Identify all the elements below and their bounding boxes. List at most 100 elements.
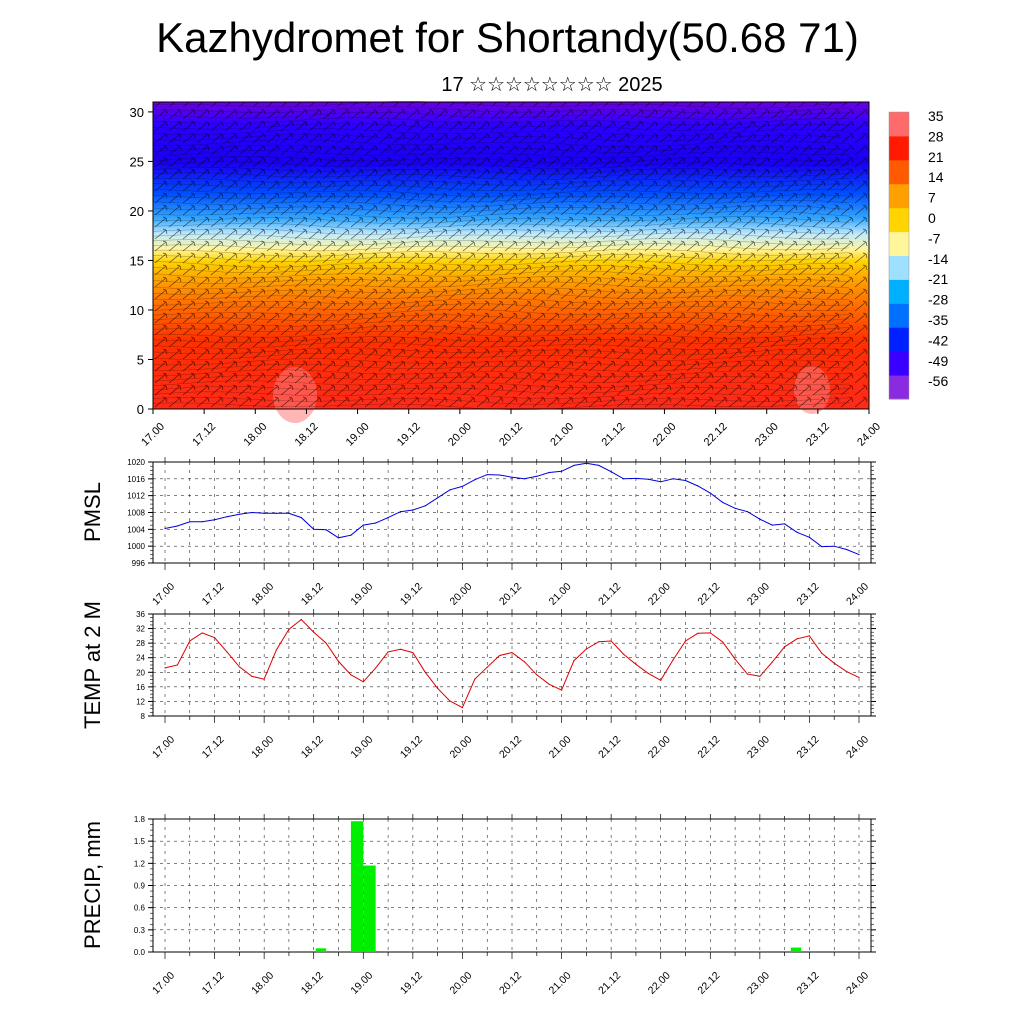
colorbar-cell: [889, 308, 909, 314]
data-point: [176, 525, 178, 527]
x-tick-label: 24.00: [855, 421, 883, 449]
data-point: [474, 479, 476, 481]
x-tick-label: 23.12: [794, 581, 821, 608]
y-tick-label: 15: [130, 253, 144, 268]
data-point: [709, 632, 711, 634]
data-point: [399, 648, 402, 650]
x-tick-label: 20.00: [447, 970, 474, 997]
colorbar-cell: [889, 198, 909, 204]
data-point: [263, 512, 265, 514]
colorbar-cell: [889, 236, 909, 242]
data-point: [523, 478, 525, 480]
x-tick-label: 17.12: [200, 581, 227, 608]
pmsl-panel: 996 1000 1004 1008 1012 1016 1020 PMSL 17.00 17.1…: [80, 457, 876, 608]
y-tick-label: 32: [136, 625, 145, 634]
colorbar-cell: [889, 245, 909, 252]
data-point: [610, 640, 612, 642]
data-point: [499, 474, 501, 476]
data-point: [858, 553, 860, 556]
y-tick-label: 8: [141, 712, 146, 721]
x-tick-label: 23.00: [745, 581, 772, 608]
y-tick-label: 996: [132, 559, 146, 568]
colorbar-cell: [889, 217, 909, 223]
data-point: [437, 497, 439, 499]
data-point: [238, 513, 240, 515]
colorbar-cell: [889, 188, 909, 194]
colorbar-label: -7: [928, 230, 941, 246]
data-point: [201, 632, 203, 634]
precip-panel: 0.0 0.3 0.6 0.9 1.2 1.5 1.8 PRECIP, mm 17.00 17.1…: [80, 814, 876, 997]
data-point: [461, 485, 464, 488]
data-point: [523, 661, 525, 663]
colorbar-cell: [889, 384, 909, 390]
colorbar-cell: [889, 135, 909, 142]
data-point: [362, 524, 364, 526]
x-tick-label: 21.12: [599, 421, 627, 449]
data-point: [684, 640, 687, 642]
data-point: [189, 640, 191, 642]
chart-subtitle: 17 ☆☆☆☆☆☆☆☆ 2025: [441, 74, 663, 96]
data-point: [164, 527, 166, 530]
x-tick-label: 22.00: [646, 581, 673, 608]
colorbar-cell: [889, 231, 909, 237]
colorbar-cell: [889, 174, 909, 180]
colorbar-cell: [889, 121, 909, 127]
data-point: [350, 534, 352, 536]
wind-barbs: [153, 102, 869, 409]
x-tick-label: 21.12: [596, 581, 623, 608]
colorbar-cell: [889, 150, 909, 156]
colorbar-cell: [889, 131, 909, 137]
colorbar-cell: [889, 255, 909, 261]
x-tick-label: 24.00: [844, 581, 871, 608]
precip-bar: [350, 821, 364, 952]
colorbar-cell: [889, 288, 909, 295]
colorbar-cell: [889, 183, 909, 190]
colorbar-cell: [889, 250, 909, 256]
x-tick-label: 23.12: [794, 970, 821, 997]
x-tick-label: 20.00: [447, 581, 474, 608]
x-tick-label: 22.00: [646, 970, 673, 997]
x-tick-label: 21.12: [596, 734, 623, 761]
colorbar-frame: [888, 111, 910, 400]
data-point: [759, 518, 761, 520]
data-point: [833, 545, 835, 547]
x-tick-label: 18.12: [299, 970, 326, 997]
data-point: [672, 659, 674, 661]
y-tick-label: 24: [136, 654, 145, 663]
data-point: [746, 673, 749, 675]
data-point: [399, 511, 402, 513]
data-point: [722, 501, 724, 503]
data-point: [808, 635, 811, 637]
data-point: [251, 675, 253, 677]
colorbar-cell: [889, 145, 909, 151]
data-point: [622, 653, 625, 655]
precip-bar: [363, 865, 376, 952]
data-point: [622, 478, 625, 480]
colorbar-cell: [889, 332, 909, 338]
data-point: [325, 642, 327, 644]
x-tick-label: 20.12: [497, 970, 524, 997]
data-point: [684, 479, 687, 482]
x-tick-label: 19.00: [348, 581, 375, 608]
data-point: [387, 516, 389, 519]
data-point: [337, 537, 340, 539]
data-point: [635, 663, 637, 665]
colorbar-cell: [889, 355, 909, 362]
data-point: [784, 646, 786, 648]
data-point: [213, 519, 216, 521]
colorbar-cell: [889, 226, 909, 233]
data-point: [771, 524, 773, 526]
data-point: [660, 481, 662, 483]
x-tick-label: 17.00: [139, 421, 167, 449]
colorbar-cell: [889, 159, 909, 166]
colorbar-cell: [889, 279, 909, 285]
x-tick-label: 18.12: [299, 581, 326, 608]
x-tick-label: 21.12: [596, 970, 623, 997]
data-point: [672, 478, 674, 480]
colorbar-cell: [889, 265, 909, 271]
x-tick-label: 18.00: [249, 581, 276, 608]
data-point: [238, 666, 240, 668]
x-tick-label: 20.00: [446, 421, 474, 449]
colorbar-cell: [889, 207, 909, 213]
data-point: [499, 654, 501, 657]
